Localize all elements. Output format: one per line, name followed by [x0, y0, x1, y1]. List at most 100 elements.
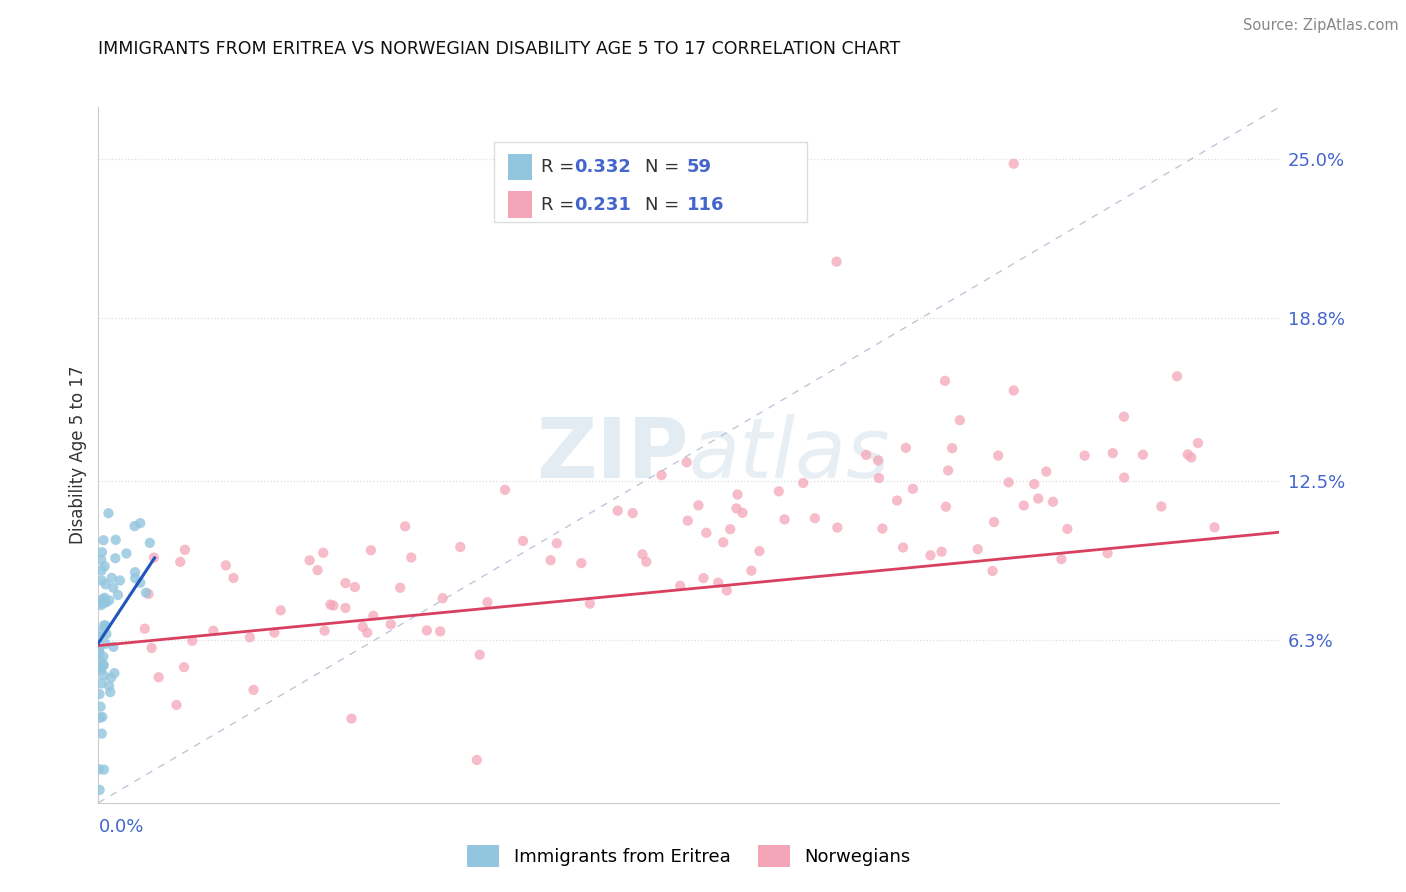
- Point: [1114, 470, 1136, 484]
- Point: [239, 630, 262, 644]
- Point: [89, 645, 111, 659]
- Point: [429, 624, 451, 639]
- Point: [104, 533, 127, 547]
- Bar: [508, 192, 531, 218]
- Point: [307, 563, 329, 577]
- Point: [966, 542, 988, 557]
- Point: [1112, 409, 1135, 424]
- Point: [322, 599, 344, 613]
- Point: [546, 536, 568, 550]
- Point: [169, 555, 191, 569]
- Point: [1097, 546, 1119, 560]
- Point: [104, 551, 127, 566]
- Point: [93, 618, 115, 632]
- Point: [94, 618, 117, 632]
- Point: [242, 682, 264, 697]
- Point: [90, 654, 112, 668]
- Point: [1150, 500, 1173, 514]
- Point: [494, 483, 516, 497]
- Point: [1024, 477, 1046, 491]
- Point: [98, 679, 121, 693]
- Point: [1002, 157, 1025, 171]
- Text: ZIP: ZIP: [537, 415, 689, 495]
- Point: [314, 624, 336, 638]
- Point: [1056, 522, 1078, 536]
- Point: [91, 545, 114, 559]
- Point: [94, 577, 117, 591]
- Point: [94, 595, 117, 609]
- Point: [91, 649, 114, 664]
- Point: [98, 685, 121, 699]
- Point: [89, 711, 111, 725]
- Point: [651, 468, 673, 483]
- Point: [91, 658, 114, 673]
- Point: [90, 663, 112, 677]
- Point: [124, 519, 146, 533]
- Bar: [494, 142, 807, 222]
- Point: [89, 762, 111, 776]
- Text: 0.332: 0.332: [575, 158, 631, 176]
- Text: 0.0%: 0.0%: [98, 818, 143, 836]
- Point: [100, 571, 122, 585]
- Point: [312, 546, 335, 560]
- Point: [340, 712, 363, 726]
- Point: [941, 441, 963, 455]
- Point: [725, 501, 748, 516]
- Point: [90, 699, 112, 714]
- Point: [141, 640, 163, 655]
- Text: Source: ZipAtlas.com: Source: ZipAtlas.com: [1243, 18, 1399, 33]
- Point: [935, 500, 957, 514]
- Point: [124, 571, 146, 585]
- Point: [1177, 447, 1199, 461]
- Point: [1166, 369, 1188, 384]
- Point: [868, 471, 890, 485]
- Point: [981, 564, 1004, 578]
- Point: [124, 565, 146, 579]
- Point: [94, 619, 117, 633]
- Text: R =: R =: [541, 195, 581, 214]
- Point: [352, 620, 374, 634]
- Point: [1187, 436, 1209, 450]
- Point: [449, 540, 471, 554]
- Point: [394, 519, 416, 533]
- Point: [107, 588, 129, 602]
- Text: atlas: atlas: [689, 415, 890, 495]
- Point: [692, 571, 714, 585]
- Point: [98, 593, 121, 607]
- Point: [768, 484, 790, 499]
- Point: [432, 591, 454, 606]
- Point: [866, 453, 889, 467]
- Point: [731, 506, 754, 520]
- Point: [688, 499, 710, 513]
- Point: [718, 522, 741, 536]
- Point: [894, 441, 917, 455]
- Point: [675, 455, 697, 469]
- Point: [997, 475, 1019, 490]
- Point: [579, 597, 602, 611]
- Point: [540, 553, 562, 567]
- Point: [90, 676, 112, 690]
- Point: [173, 660, 195, 674]
- Point: [90, 564, 112, 578]
- Point: [263, 625, 285, 640]
- Point: [129, 575, 152, 590]
- Point: [669, 579, 692, 593]
- Point: [93, 668, 115, 682]
- Point: [983, 515, 1005, 529]
- Point: [792, 475, 814, 490]
- Point: [93, 596, 115, 610]
- Point: [89, 624, 111, 639]
- Point: [920, 549, 942, 563]
- Point: [115, 546, 138, 560]
- Point: [1002, 384, 1025, 398]
- Point: [773, 512, 796, 526]
- Point: [108, 574, 131, 588]
- Point: [931, 544, 953, 558]
- Point: [468, 648, 491, 662]
- Point: [748, 544, 770, 558]
- Point: [1042, 495, 1064, 509]
- Point: [606, 503, 628, 517]
- Point: [711, 535, 734, 549]
- Point: [827, 520, 849, 534]
- Bar: [508, 153, 531, 180]
